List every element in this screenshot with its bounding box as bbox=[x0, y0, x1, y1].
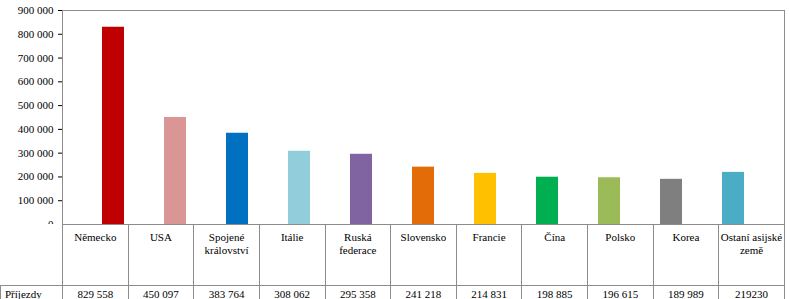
svg-text:700 000: 700 000 bbox=[18, 52, 54, 64]
html-text:Ruská federace: Ruská federace bbox=[339, 231, 377, 256]
html-text:829 558: 829 558 bbox=[77, 287, 114, 299]
svg-text:0: 0 bbox=[48, 218, 54, 224]
html-text:Francie: Francie bbox=[472, 231, 506, 243]
html-text:189 989: 189 989 bbox=[668, 287, 704, 299]
html-text:Příjezdy: Příjezdy bbox=[5, 287, 42, 299]
html-text:Korea: Korea bbox=[672, 231, 700, 243]
html-text:Ostaní asijské země: Ostaní asijské země bbox=[720, 231, 783, 256]
html-text:383 764: 383 764 bbox=[208, 287, 245, 299]
html-text:219230: 219230 bbox=[735, 287, 769, 299]
svg-text:100 000: 100 000 bbox=[18, 194, 54, 206]
svg-text:600 000: 600 000 bbox=[18, 75, 54, 87]
html-text:241 218: 241 218 bbox=[405, 287, 442, 299]
svg-text:200 000: 200 000 bbox=[18, 170, 54, 182]
html-text:Itálie: Itálie bbox=[280, 231, 304, 243]
html-text:295 358: 295 358 bbox=[339, 287, 376, 299]
html-text:Polsko: Polsko bbox=[605, 231, 636, 243]
html-text:Německo: Německo bbox=[74, 231, 117, 243]
html-text:450 097: 450 097 bbox=[143, 287, 179, 299]
html-text:USA: USA bbox=[149, 231, 172, 243]
svg-text:900 000: 900 000 bbox=[18, 4, 54, 16]
svg-text:800 000: 800 000 bbox=[18, 28, 54, 40]
html-text:214 831: 214 831 bbox=[471, 287, 507, 299]
html-text:198 885: 198 885 bbox=[536, 287, 573, 299]
html-text:Čína: Čína bbox=[544, 231, 566, 243]
html-text:308 062: 308 062 bbox=[274, 287, 311, 299]
svg-text:500 000: 500 000 bbox=[18, 99, 54, 111]
svg-text:300 000: 300 000 bbox=[18, 147, 54, 159]
html-text:196 615: 196 615 bbox=[602, 287, 639, 299]
html-text:Spojené království: Spojené království bbox=[204, 231, 249, 256]
html-text:Slovensko: Slovensko bbox=[400, 231, 447, 243]
svg-text:400 000: 400 000 bbox=[18, 123, 54, 135]
